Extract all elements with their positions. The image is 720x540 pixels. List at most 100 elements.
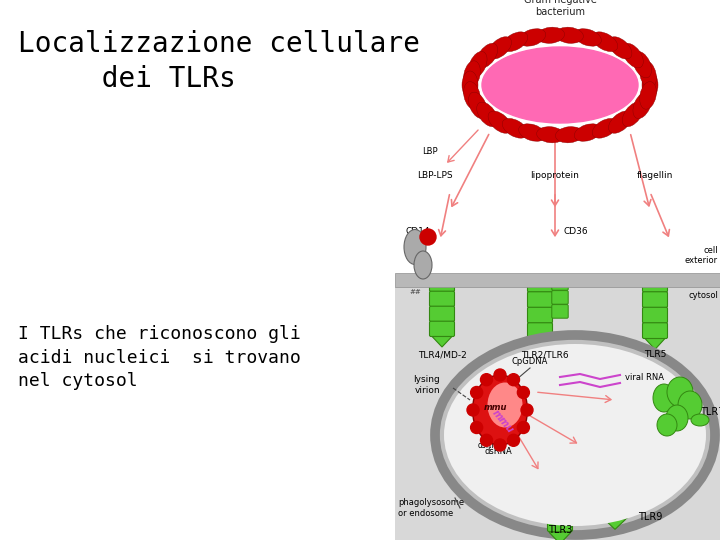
FancyBboxPatch shape (430, 321, 454, 336)
Ellipse shape (536, 27, 564, 43)
Ellipse shape (657, 414, 677, 436)
Text: phagolysosome
or endosome: phagolysosome or endosome (398, 498, 464, 518)
Ellipse shape (555, 27, 583, 43)
FancyBboxPatch shape (528, 307, 552, 323)
Text: lipoprotein: lipoprotein (531, 171, 580, 179)
Text: cytosol: cytosol (688, 291, 718, 300)
Ellipse shape (608, 111, 632, 133)
Text: dsRNA: dsRNA (484, 448, 512, 456)
Ellipse shape (575, 29, 601, 46)
Circle shape (494, 369, 506, 381)
Text: cell
exterior: cell exterior (685, 246, 718, 265)
Ellipse shape (555, 127, 583, 143)
Circle shape (521, 404, 533, 416)
Text: TLR7: TLR7 (700, 407, 720, 417)
Ellipse shape (469, 92, 487, 119)
FancyBboxPatch shape (528, 323, 552, 339)
Ellipse shape (464, 61, 480, 89)
Circle shape (471, 422, 482, 434)
Ellipse shape (477, 43, 498, 68)
Ellipse shape (518, 124, 546, 141)
Circle shape (471, 387, 482, 399)
Ellipse shape (593, 118, 618, 138)
FancyBboxPatch shape (547, 488, 572, 503)
FancyBboxPatch shape (430, 291, 454, 307)
Circle shape (508, 434, 520, 447)
FancyBboxPatch shape (642, 307, 667, 323)
Text: flagellin: flagellin (636, 171, 673, 179)
FancyBboxPatch shape (547, 502, 572, 517)
Ellipse shape (487, 382, 523, 428)
FancyBboxPatch shape (547, 517, 572, 531)
Ellipse shape (633, 51, 652, 78)
FancyBboxPatch shape (642, 323, 667, 339)
Text: Gram negative
bacterium: Gram negative bacterium (523, 0, 596, 17)
Ellipse shape (464, 82, 480, 109)
Ellipse shape (414, 251, 432, 279)
Text: CpGDNA: CpGDNA (512, 357, 548, 367)
Bar (395, 287, 720, 540)
Text: mmu: mmu (483, 402, 507, 411)
Ellipse shape (678, 391, 702, 419)
Ellipse shape (622, 102, 643, 127)
Text: TLR2/TLR6: TLR2/TLR6 (521, 350, 569, 359)
Polygon shape (432, 336, 452, 347)
Ellipse shape (639, 82, 657, 109)
Ellipse shape (472, 375, 528, 445)
Ellipse shape (435, 335, 715, 535)
Circle shape (420, 229, 436, 245)
Text: CD36: CD36 (563, 227, 588, 237)
Ellipse shape (536, 127, 564, 143)
Ellipse shape (482, 47, 638, 123)
Ellipse shape (488, 37, 511, 59)
Ellipse shape (503, 32, 528, 51)
FancyBboxPatch shape (603, 505, 628, 518)
Circle shape (480, 434, 492, 447)
Ellipse shape (469, 51, 487, 78)
Polygon shape (549, 532, 571, 540)
Text: TLR4/MD-2: TLR4/MD-2 (418, 350, 467, 359)
Ellipse shape (666, 405, 688, 431)
Text: ##: ## (409, 289, 421, 295)
Ellipse shape (575, 124, 601, 141)
Text: viral RNA: viral RNA (625, 374, 664, 382)
Text: Localizzazione cellulare
     dei TLRs: Localizzazione cellulare dei TLRs (18, 30, 420, 92)
Circle shape (480, 374, 492, 386)
Text: CD14: CD14 (405, 227, 430, 237)
Polygon shape (645, 339, 665, 349)
FancyBboxPatch shape (603, 479, 628, 492)
Circle shape (467, 404, 479, 416)
Text: LBP: LBP (422, 147, 438, 157)
Ellipse shape (608, 37, 632, 59)
FancyBboxPatch shape (430, 276, 454, 292)
Text: TLR5: TLR5 (644, 350, 666, 359)
Ellipse shape (642, 71, 658, 99)
Bar (395, 273, 720, 287)
Text: dsRNA: dsRNA (477, 441, 503, 449)
Ellipse shape (622, 43, 643, 68)
FancyBboxPatch shape (552, 305, 568, 318)
Polygon shape (604, 519, 626, 529)
FancyBboxPatch shape (547, 474, 572, 488)
Ellipse shape (444, 344, 706, 526)
Ellipse shape (404, 230, 426, 265)
FancyBboxPatch shape (603, 466, 628, 480)
FancyBboxPatch shape (528, 276, 552, 292)
Text: lysing
virion: lysing virion (413, 375, 440, 395)
FancyBboxPatch shape (552, 291, 568, 304)
FancyBboxPatch shape (642, 276, 667, 292)
Ellipse shape (462, 71, 478, 99)
Ellipse shape (691, 414, 709, 426)
FancyBboxPatch shape (552, 276, 568, 290)
Ellipse shape (503, 118, 528, 138)
FancyBboxPatch shape (528, 292, 552, 307)
Polygon shape (530, 339, 550, 349)
Ellipse shape (488, 111, 511, 133)
Ellipse shape (667, 377, 693, 407)
Circle shape (508, 374, 520, 386)
Text: TLR9: TLR9 (638, 512, 662, 522)
Text: I TLRs che riconoscono gli
acidi nucleici  si trovano
nel cytosol: I TLRs che riconoscono gli acidi nucleic… (18, 325, 301, 390)
FancyBboxPatch shape (603, 492, 628, 505)
FancyBboxPatch shape (430, 306, 454, 321)
FancyBboxPatch shape (603, 453, 628, 467)
